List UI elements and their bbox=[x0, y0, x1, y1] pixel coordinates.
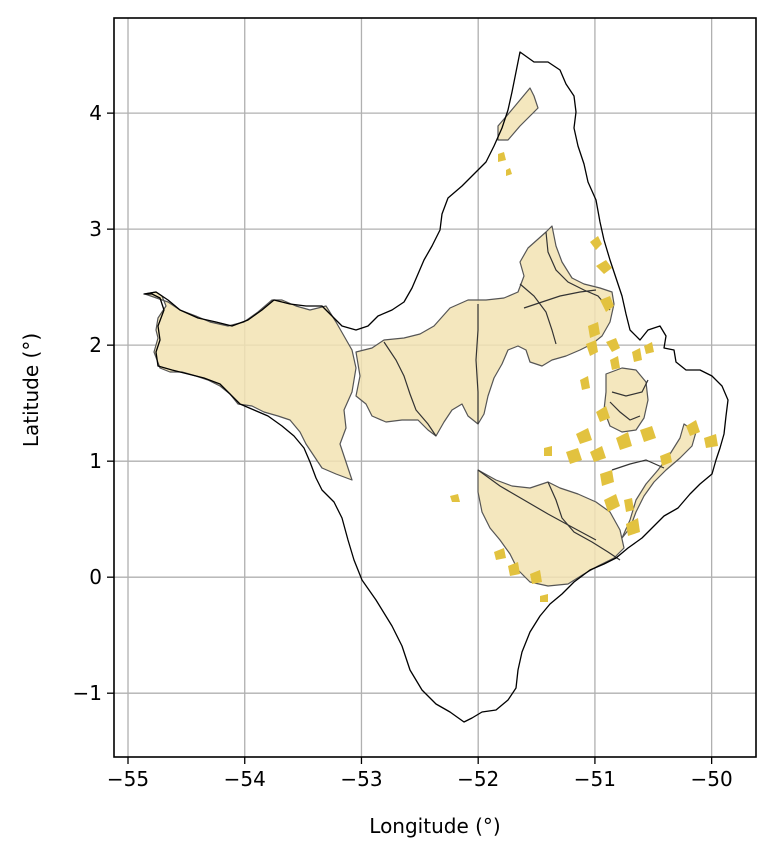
patch bbox=[498, 152, 506, 162]
patch bbox=[606, 338, 620, 352]
boundary-line-2 bbox=[475, 304, 479, 424]
boundary-line-8 bbox=[611, 379, 649, 397]
patch bbox=[576, 428, 592, 444]
patch bbox=[494, 548, 506, 560]
y-tick-label: 2 bbox=[89, 333, 102, 357]
y-tick-label: 4 bbox=[89, 101, 102, 125]
patch bbox=[686, 420, 700, 436]
x-tick-label: −54 bbox=[224, 767, 266, 791]
boundary-line-10 bbox=[609, 401, 641, 421]
boundary-line-1 bbox=[383, 341, 437, 437]
y-axis-label: Latitude (°) bbox=[19, 333, 43, 447]
patch bbox=[624, 498, 634, 512]
protected-area-west bbox=[144, 291, 357, 481]
patch bbox=[626, 518, 640, 536]
patch bbox=[704, 434, 718, 448]
patch bbox=[640, 426, 656, 442]
y-tick-label: −1 bbox=[73, 681, 102, 705]
tick-marks bbox=[107, 112, 713, 764]
patch bbox=[616, 432, 632, 450]
protected-area-south bbox=[477, 469, 625, 587]
boundary-line-4 bbox=[545, 231, 611, 311]
boundary-line-3 bbox=[519, 283, 557, 345]
y-tick-label: 1 bbox=[89, 449, 102, 473]
protected-area-east-central bbox=[603, 367, 649, 433]
patch bbox=[588, 322, 600, 338]
patch bbox=[632, 348, 642, 362]
protected-area-north bbox=[497, 87, 539, 141]
patch bbox=[586, 340, 598, 356]
patch bbox=[644, 342, 654, 354]
region-outline bbox=[143, 51, 729, 723]
patch bbox=[590, 236, 602, 250]
x-axis-label: Longitude (°) bbox=[369, 814, 500, 838]
patch bbox=[450, 494, 460, 502]
boundary-line-9 bbox=[611, 459, 665, 471]
patch bbox=[604, 494, 620, 512]
plot-frame bbox=[113, 17, 757, 758]
x-tick-label: −52 bbox=[457, 767, 499, 791]
patch bbox=[530, 570, 542, 584]
map-layer bbox=[143, 51, 729, 723]
patch bbox=[508, 562, 520, 576]
x-tick-label: −53 bbox=[340, 767, 382, 791]
boundary-line-7 bbox=[477, 469, 597, 541]
patch bbox=[596, 406, 610, 422]
y-tick-label: 3 bbox=[89, 217, 102, 241]
patch bbox=[506, 168, 512, 176]
tick-labels: −55 −54 −53 −52 −51 −50 −1 0 1 2 3 4 bbox=[73, 101, 733, 791]
patch bbox=[580, 376, 590, 390]
patch bbox=[566, 448, 582, 464]
patch bbox=[610, 356, 620, 370]
x-tick-label: −50 bbox=[691, 767, 733, 791]
boundary-line-6 bbox=[547, 481, 621, 561]
patch bbox=[660, 452, 672, 466]
x-tick-label: −51 bbox=[574, 767, 616, 791]
x-tick-label: −55 bbox=[107, 767, 149, 791]
patch bbox=[600, 470, 614, 486]
patch bbox=[590, 446, 606, 462]
patch bbox=[544, 446, 552, 456]
patch bbox=[540, 594, 548, 602]
patch bbox=[600, 296, 614, 312]
y-tick-label: 0 bbox=[89, 565, 102, 589]
patch bbox=[596, 260, 612, 274]
protected-area-central-west bbox=[355, 225, 615, 437]
small-patches bbox=[450, 152, 718, 602]
boundary-line-5 bbox=[523, 289, 597, 309]
